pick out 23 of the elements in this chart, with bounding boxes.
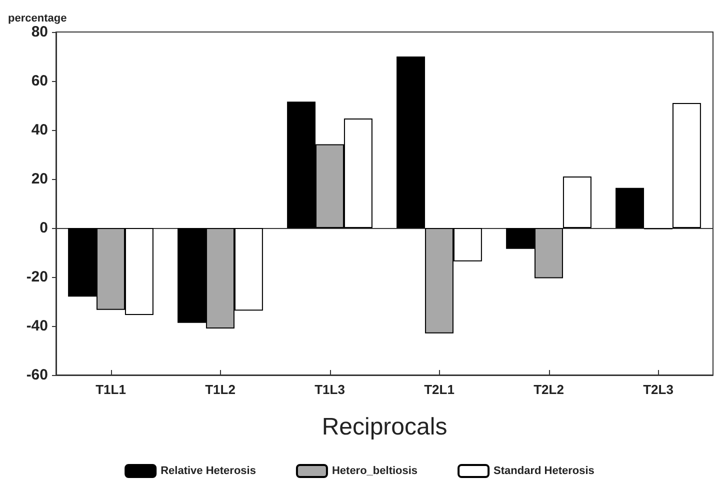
x-tick-label: T1L1 xyxy=(96,382,126,397)
y-tick-label: -60 xyxy=(26,366,48,384)
y-tick-label: 0 xyxy=(40,220,48,236)
bar xyxy=(562,176,592,228)
y-tick-label: -20 xyxy=(26,268,48,286)
x-tick-label: T2L2 xyxy=(534,382,564,397)
legend-label: Relative Heterosis xyxy=(160,465,256,477)
legend-label: Hetero_beltiosis xyxy=(332,465,418,477)
bar xyxy=(616,188,644,228)
y-axis-title: percentage xyxy=(8,12,67,24)
bar xyxy=(672,103,701,228)
x-tick-label: T2L1 xyxy=(424,382,454,397)
x-tick-label: T1L2 xyxy=(205,382,236,397)
x-tick-label: T2L3 xyxy=(643,382,674,397)
y-tick-label: 20 xyxy=(31,170,48,188)
y-tick-label: -40 xyxy=(26,318,48,334)
y-tick-label: 80 xyxy=(31,24,48,40)
bar xyxy=(396,56,426,228)
x-axis-title: Reciprocals xyxy=(322,414,448,440)
y-tick-label: 40 xyxy=(31,122,48,138)
x-tick-label: T1L3 xyxy=(314,382,345,397)
legend-label: Standard Heterosis xyxy=(494,465,594,477)
y-tick-label: 60 xyxy=(31,72,48,90)
